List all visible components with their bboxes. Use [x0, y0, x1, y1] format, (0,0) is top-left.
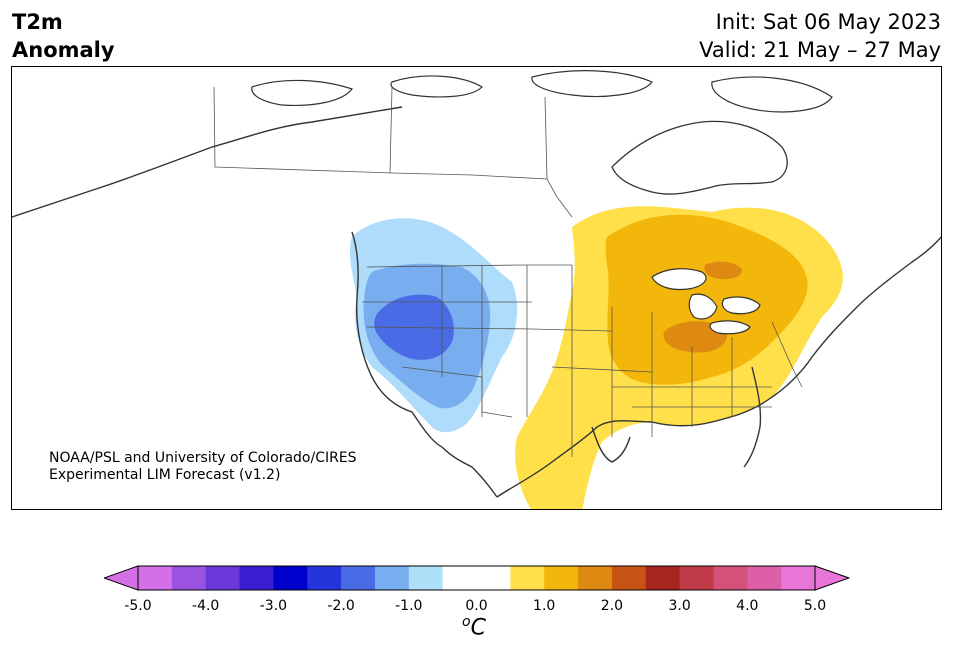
colorbar-cells	[138, 566, 816, 590]
colorbar-cell	[442, 566, 477, 590]
colorbar-border	[137, 565, 816, 591]
valid-date: Valid: 21 May – 27 May	[699, 38, 941, 62]
colorbar-cell	[374, 566, 410, 590]
colorbar-tick-label: 2.0	[600, 598, 624, 614]
colorbar-extend-low	[104, 565, 139, 591]
colorbar	[104, 565, 850, 591]
anomaly-map	[12, 70, 941, 509]
colorbar-cell	[611, 566, 647, 590]
title-variable: T2m	[12, 10, 63, 34]
colorbar-cell	[273, 566, 308, 590]
credit-line-2: Experimental LIM Forecast (v1.2)	[49, 467, 281, 483]
great-lakes	[651, 268, 761, 335]
title-type: Anomaly	[12, 38, 115, 62]
colorbar-tick-label: 5.0	[803, 598, 827, 614]
colorbar-tick-label: 4.0	[736, 598, 759, 614]
colorbar-cell	[205, 566, 241, 590]
colorbar-tick-label: -1.0	[395, 598, 423, 614]
map-title: T2m Anomaly	[12, 8, 115, 64]
colorbar-tick-label: 3.0	[668, 598, 691, 614]
colorbar-cell	[544, 566, 579, 590]
colorbar-cell	[408, 566, 444, 590]
colorbar-tick-label: -4.0	[192, 598, 220, 614]
colorbar-tick-label: 1.0	[533, 598, 556, 614]
colorbar-cell	[747, 566, 782, 590]
hudson-bay	[611, 120, 788, 195]
colorbar-tick-label: -2.0	[327, 598, 355, 614]
map-panel	[11, 66, 942, 510]
colorbar-cell	[713, 566, 748, 590]
colorbar-unit: oC	[462, 614, 486, 640]
arctic-islands	[251, 70, 833, 113]
unit-label: C	[470, 615, 486, 641]
data-credit: NOAA/PSL and University of Colorado/CIRE…	[49, 450, 357, 484]
init-date: Init: Sat 06 May 2023	[715, 10, 941, 34]
colorbar-cell	[138, 566, 173, 590]
colorbar-tick-label: 0.0	[465, 598, 488, 614]
warm-anomaly-strong-1	[704, 261, 742, 280]
colorbar-cell	[679, 566, 714, 590]
forecast-dates: Init: Sat 06 May 2023 Valid: 21 May – 27…	[699, 8, 941, 64]
colorbar-cell	[578, 566, 613, 590]
colorbar-cell	[307, 566, 342, 590]
colorbar-cell	[645, 566, 681, 590]
political-borders	[213, 86, 803, 457]
credit-line-1: NOAA/PSL and University of Colorado/CIRE…	[49, 450, 357, 466]
colorbar-extend-high	[814, 565, 850, 591]
unit-superscript: o	[462, 614, 471, 630]
colorbar-cell	[510, 566, 545, 590]
colorbar-cell	[239, 566, 274, 590]
coastline	[12, 106, 941, 498]
colorbar-cell	[476, 566, 511, 590]
colorbar-cell	[341, 566, 376, 590]
colorbar-cell	[781, 566, 816, 590]
colorbar-cell	[171, 566, 207, 590]
colorbar-tick-label: -5.0	[124, 598, 152, 614]
colorbar-tick-label: -3.0	[259, 598, 288, 614]
